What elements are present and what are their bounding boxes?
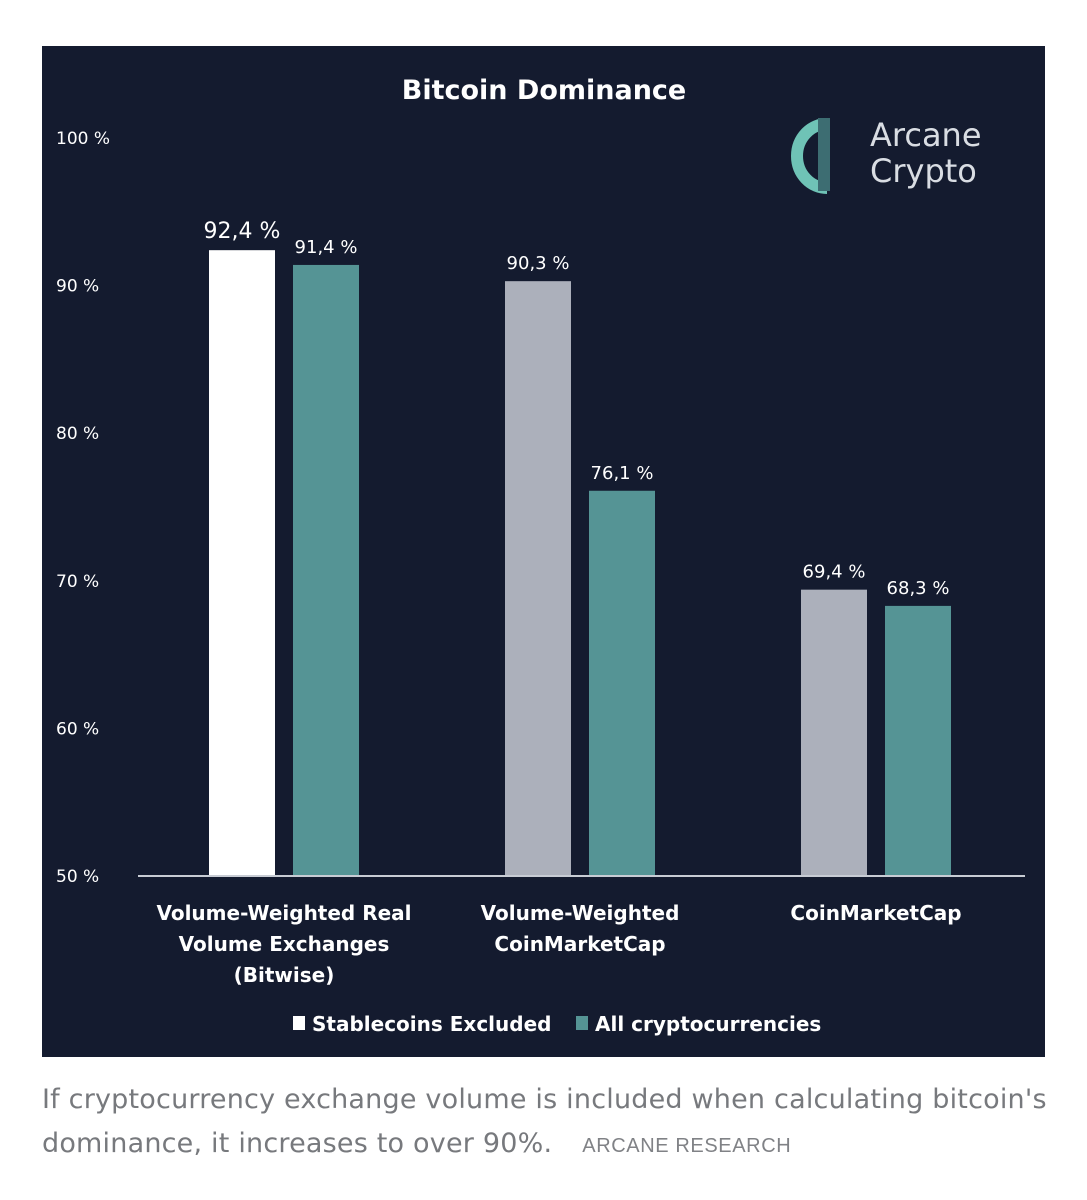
logo-line-1: Arcane	[870, 116, 982, 154]
category-label-line: Volume Exchanges	[179, 932, 390, 956]
category-label-line: (Bitwise)	[234, 963, 335, 987]
category-label: Volume-Weighted CoinMarketCap	[481, 901, 680, 956]
arcane-crypto-logo: Arcane Crypto	[791, 116, 982, 194]
y-tick-label: 50 %	[56, 867, 99, 887]
bar-value-label: 68,3 %	[887, 578, 950, 599]
category-label-line: CoinMarketCap	[790, 901, 961, 925]
bar-value-label: 90,3 %	[507, 253, 570, 274]
legend-label: Stablecoins Excluded	[312, 1012, 551, 1036]
y-tick-label: 60 %	[56, 719, 99, 739]
logo-stem	[818, 118, 830, 191]
y-tick-label: 90 %	[56, 277, 99, 297]
logo-line-2: Crypto	[870, 152, 977, 190]
arcane-a-logo-icon	[791, 118, 837, 194]
bitcoin-dominance-chart: Bitcoin Dominance Arcane Crypto 50 % 60 %…	[56, 75, 1025, 1036]
logo-ring	[791, 118, 828, 194]
legend-label: All cryptocurrencies	[595, 1012, 821, 1036]
bar	[505, 281, 571, 876]
bar	[293, 264, 359, 876]
legend-swatch	[293, 1016, 305, 1030]
bar-value-label: 92,4 %	[204, 219, 281, 244]
y-tick-label: 80 %	[56, 424, 99, 444]
y-tick-label: 100 %	[56, 129, 110, 149]
category-label: CoinMarketCap	[790, 901, 961, 925]
chart-title: Bitcoin Dominance	[402, 75, 687, 106]
bar-value-label: 76,1 %	[591, 463, 654, 484]
category-label: Volume-Weighted Real Volume Exchanges (Bit…	[156, 901, 411, 987]
legend: Stablecoins Excluded All cryptocurrencies	[293, 1012, 821, 1036]
chart-panel: Bitcoin Dominance Arcane Crypto 50 % 60 %…	[42, 46, 1045, 1057]
bar	[589, 490, 655, 876]
caption-credit: ARCANE RESEARCH	[582, 1135, 792, 1157]
y-tick-label: 70 %	[56, 572, 99, 592]
category-label-line: Volume-Weighted	[481, 901, 680, 925]
bar	[801, 589, 867, 876]
bars	[209, 250, 951, 876]
bar	[885, 605, 951, 876]
bar-value-label: 69,4 %	[803, 562, 866, 583]
y-axis: 50 % 60 % 70 % 80 % 90 % 100 %	[56, 129, 110, 887]
category-labels: Volume-Weighted Real Volume Exchanges (Bit…	[156, 901, 961, 987]
bar-labels: 92,4 % 90,3 % 69,4 % 91,4 % 76,1 % 68,3 %	[204, 219, 950, 599]
category-label-line: Volume-Weighted Real	[156, 901, 411, 925]
caption-text: If cryptocurrency exchange volume is inc…	[42, 1084, 1047, 1159]
bar-value-label: 91,4 %	[295, 237, 358, 258]
category-label-line: CoinMarketCap	[494, 932, 665, 956]
figure-caption: If cryptocurrency exchange volume is inc…	[42, 1078, 1052, 1168]
logo-ring-end	[830, 164, 837, 188]
legend-swatch	[576, 1016, 588, 1030]
bar	[209, 250, 275, 876]
